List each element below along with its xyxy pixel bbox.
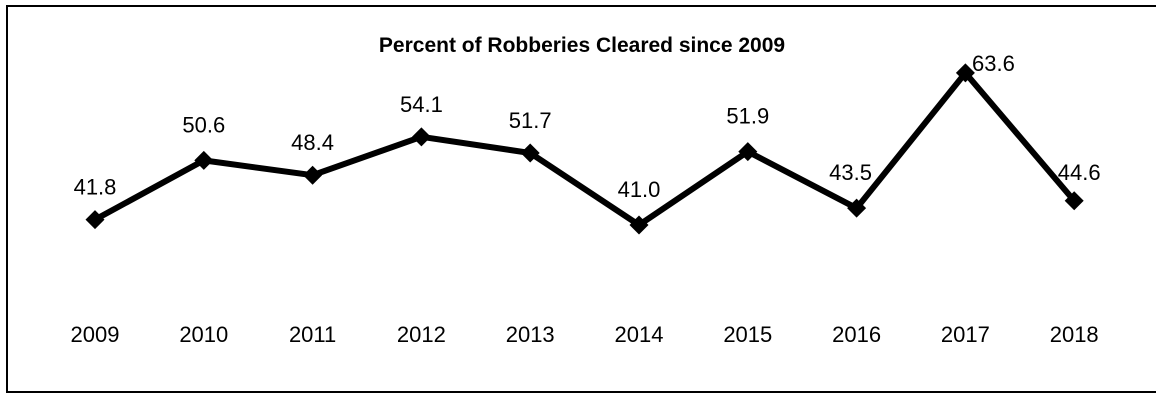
x-tick-label: 2013 — [506, 322, 555, 347]
data-label: 43.5 — [829, 160, 872, 185]
data-point-marker — [738, 142, 758, 162]
data-point-marker — [85, 210, 105, 230]
x-tick-label: 2012 — [397, 322, 446, 347]
data-label: 48.4 — [291, 130, 334, 155]
x-tick-label: 2018 — [1050, 322, 1099, 347]
x-tick-label: 2014 — [615, 322, 664, 347]
data-label: 63.6 — [972, 51, 1015, 76]
x-tick-label: 2010 — [179, 322, 228, 347]
x-tick-label: 2015 — [723, 322, 772, 347]
data-point-marker — [955, 63, 975, 83]
data-point-marker — [411, 127, 431, 147]
data-point-marker — [303, 165, 323, 185]
chart-title: Percent of Robberies Cleared since 2009 — [379, 34, 785, 57]
data-point-marker — [520, 143, 540, 163]
data-point-marker — [1064, 191, 1084, 211]
series-line-group — [93, 68, 1077, 229]
data-label: 44.6 — [1058, 160, 1101, 185]
data-label: 51.9 — [726, 104, 769, 129]
data-point-marker — [847, 198, 867, 218]
data-label: 50.6 — [182, 112, 225, 137]
x-tick-label: 2016 — [832, 322, 881, 347]
data-label: 41.8 — [74, 175, 117, 200]
x-tick-label: 2009 — [71, 322, 120, 347]
data-label: 41.0 — [618, 177, 661, 202]
data-point-marker — [629, 215, 649, 235]
marker-group — [85, 63, 1084, 235]
data-label: 51.7 — [509, 108, 552, 133]
data-point-marker — [194, 150, 214, 170]
data-label: 54.1 — [400, 92, 443, 117]
data-label-group: 41.8 50.6 48.4 54.1 51.7 41.0 51.9 43.5 63.6 44.6 — [74, 51, 1101, 202]
x-axis-tick-labels: 2009 2010 2011 2012 2013 2014 2015 2016 2017 2018 — [71, 322, 1099, 347]
x-tick-label: 2017 — [941, 322, 990, 347]
x-tick-label: 2011 — [289, 322, 336, 347]
series-line — [93, 68, 1077, 229]
